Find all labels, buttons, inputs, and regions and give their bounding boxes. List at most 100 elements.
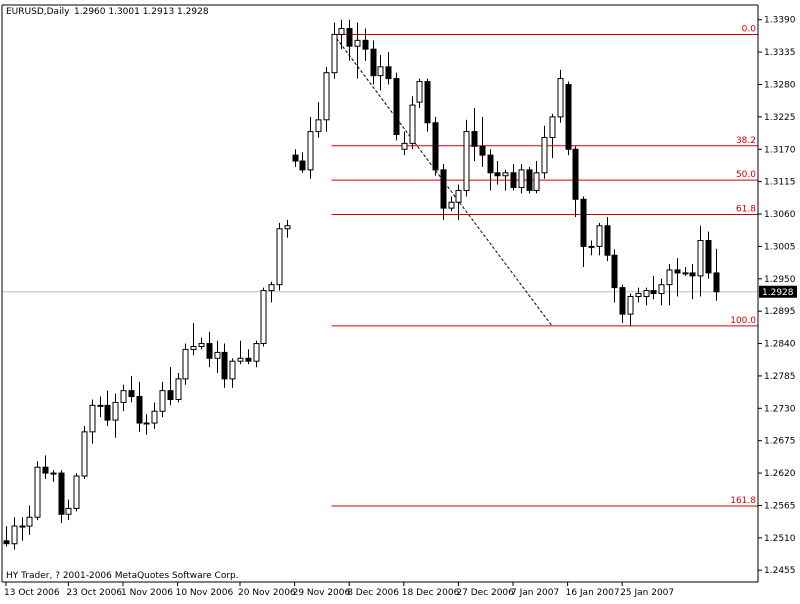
bull-candle-body[interactable] xyxy=(502,172,509,177)
bull-candle-body[interactable] xyxy=(596,225,603,247)
bull-candle-body[interactable] xyxy=(260,290,267,345)
bear-candle-body[interactable] xyxy=(424,81,431,124)
bear-candle-body[interactable] xyxy=(104,404,111,421)
bear-candle-body[interactable] xyxy=(3,540,10,545)
bull-candle-body[interactable] xyxy=(323,72,330,121)
bull-candle-body[interactable] xyxy=(175,378,182,400)
bear-candle-body[interactable] xyxy=(650,290,657,294)
bear-candle-body[interactable] xyxy=(128,390,135,398)
bull-candle-body[interactable] xyxy=(666,269,673,286)
bear-candle-body[interactable] xyxy=(565,83,572,150)
bull-candle-body[interactable] xyxy=(11,525,18,545)
price-tick-label: 1.3335 xyxy=(764,48,796,58)
bull-candle-body[interactable] xyxy=(518,169,525,189)
bear-candle-body[interactable] xyxy=(432,122,439,171)
bull-candle-body[interactable] xyxy=(307,131,314,171)
bear-candle-body[interactable] xyxy=(136,396,143,424)
bear-candle-body[interactable] xyxy=(713,272,720,293)
bull-candle-body[interactable] xyxy=(635,293,642,297)
bull-candle-body[interactable] xyxy=(97,404,104,407)
bear-candle-body[interactable] xyxy=(604,225,611,256)
bear-candle-body[interactable] xyxy=(221,351,228,380)
bear-candle-body[interactable] xyxy=(206,343,213,359)
plot-area[interactable] xyxy=(2,5,758,582)
bull-candle-body[interactable] xyxy=(463,131,470,191)
bear-candle-body[interactable] xyxy=(689,272,696,277)
bull-candle-body[interactable] xyxy=(34,466,41,518)
bull-candle-body[interactable] xyxy=(182,348,189,380)
bear-candle-body[interactable] xyxy=(167,390,174,400)
bear-candle-body[interactable] xyxy=(299,160,306,171)
bear-candle-body[interactable] xyxy=(471,131,478,147)
bear-candle-body[interactable] xyxy=(494,172,501,177)
bull-candle-body[interactable] xyxy=(455,189,462,203)
bear-candle-body[interactable] xyxy=(572,148,579,200)
bear-candle-body[interactable] xyxy=(393,78,400,136)
bull-candle-body[interactable] xyxy=(331,33,338,74)
bull-candle-body[interactable] xyxy=(557,78,564,118)
current-price-box xyxy=(759,285,797,298)
bull-candle-body[interactable] xyxy=(284,225,291,230)
bear-candle-body[interactable] xyxy=(362,39,369,50)
bull-candle-body[interactable] xyxy=(159,390,166,412)
bull-candle-body[interactable] xyxy=(81,431,88,477)
bull-candle-body[interactable] xyxy=(315,119,322,133)
bear-candle-body[interactable] xyxy=(611,254,618,289)
bear-candle-body[interactable] xyxy=(58,472,65,515)
bear-candle-body[interactable] xyxy=(42,466,49,474)
bull-candle-body[interactable] xyxy=(541,136,548,174)
bull-candle-body[interactable] xyxy=(50,472,57,475)
bull-candle-body[interactable] xyxy=(143,422,150,425)
bear-candle-body[interactable] xyxy=(292,154,299,162)
bull-candle-body[interactable] xyxy=(697,240,704,277)
bull-candle-body[interactable] xyxy=(643,290,650,297)
time-tick-label: 13 Oct 2006 xyxy=(4,588,60,598)
time-tick-label: 10 Nov 2006 xyxy=(176,588,234,598)
bull-candle-body[interactable] xyxy=(120,390,127,403)
bull-candle-body[interactable] xyxy=(198,343,205,347)
bull-candle-body[interactable] xyxy=(112,401,119,421)
bull-candle-body[interactable] xyxy=(377,66,384,77)
bull-candle-body[interactable] xyxy=(682,272,689,275)
bear-candle-body[interactable] xyxy=(346,28,353,47)
bear-candle-body[interactable] xyxy=(705,240,712,274)
bull-candle-body[interactable] xyxy=(268,284,275,292)
bull-candle-body[interactable] xyxy=(253,343,260,362)
bear-candle-body[interactable] xyxy=(370,48,377,77)
bull-candle-body[interactable] xyxy=(401,142,408,150)
bull-candle-body[interactable] xyxy=(151,410,158,424)
bull-candle-body[interactable] xyxy=(588,245,595,248)
bull-candle-body[interactable] xyxy=(354,39,361,47)
bear-candle-body[interactable] xyxy=(440,169,447,209)
bull-candle-body[interactable] xyxy=(89,404,96,433)
bull-candle-body[interactable] xyxy=(416,81,423,103)
bull-candle-body[interactable] xyxy=(229,360,236,380)
bull-candle-body[interactable] xyxy=(533,172,540,191)
bull-candle-body[interactable] xyxy=(190,345,197,350)
bear-candle-body[interactable] xyxy=(580,198,587,247)
bear-candle-body[interactable] xyxy=(526,169,533,191)
bull-candle-body[interactable] xyxy=(73,475,80,509)
bull-candle-body[interactable] xyxy=(26,516,33,527)
bull-candle-body[interactable] xyxy=(237,357,244,362)
bear-candle-body[interactable] xyxy=(487,154,494,174)
price-tick-label: 1.3225 xyxy=(764,113,796,123)
bear-candle-body[interactable] xyxy=(245,357,252,362)
bull-candle-body[interactable] xyxy=(549,116,556,138)
bull-candle-body[interactable] xyxy=(19,525,26,528)
bear-candle-body[interactable] xyxy=(619,287,626,315)
bull-candle-body[interactable] xyxy=(448,201,455,209)
bull-candle-body[interactable] xyxy=(338,28,345,35)
bull-candle-body[interactable] xyxy=(65,507,72,515)
bull-candle-body[interactable] xyxy=(627,295,634,315)
bear-candle-body[interactable] xyxy=(385,66,392,80)
bull-candle-body[interactable] xyxy=(409,104,416,144)
bull-candle-body[interactable] xyxy=(214,351,221,359)
bull-candle-body[interactable] xyxy=(658,284,665,294)
bear-candle-body[interactable] xyxy=(510,172,517,189)
bull-candle-body[interactable] xyxy=(276,228,283,286)
bear-candle-body[interactable] xyxy=(479,145,486,156)
bear-candle-body[interactable] xyxy=(674,269,681,274)
